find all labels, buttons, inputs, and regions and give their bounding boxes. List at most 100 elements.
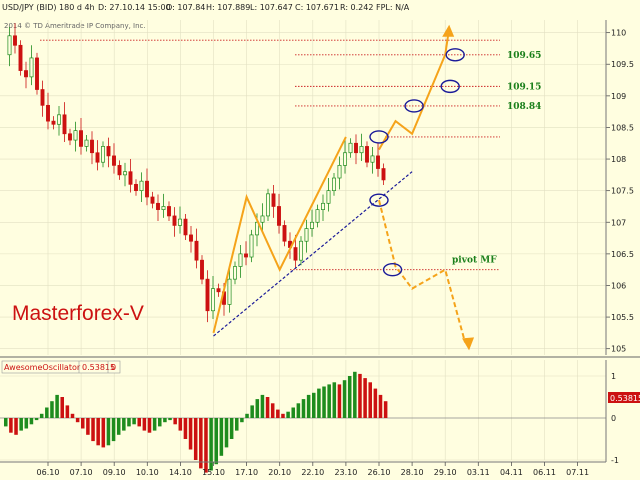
- osc-bar-33: [173, 418, 177, 425]
- price-tick-label-5: 107.5: [611, 187, 634, 196]
- header-high: H: 107.889: [206, 3, 250, 12]
- osc-bar-67: [347, 376, 352, 418]
- time-tick-label-15: 06.11: [533, 468, 556, 477]
- level-label-0: 109.65: [507, 51, 541, 61]
- level-label-1: 109.15: [507, 82, 541, 92]
- candle-body-59: [326, 190, 331, 204]
- candle-body-2: [13, 35, 17, 46]
- osc-bar-31: [163, 418, 167, 423]
- osc-bars: [4, 371, 388, 473]
- osc-bar-41: [214, 418, 218, 465]
- candle-body-26: [145, 180, 149, 198]
- time-tick-label-8: 22.10: [301, 468, 324, 477]
- osc-bar-68: [353, 371, 357, 418]
- forecast-up-arrowhead: [442, 24, 455, 37]
- osc-value-badge: [608, 392, 640, 403]
- patterns: [212, 24, 475, 351]
- time-tick-label-9: 23.10: [334, 468, 357, 477]
- osc-bar-63: [327, 384, 331, 418]
- time-tick-label-12: 29.10: [434, 468, 457, 477]
- candle-body-11: [62, 114, 67, 135]
- candle-body-38: [211, 288, 215, 312]
- osc-bar-35: [183, 418, 188, 439]
- osc-bar-45: [235, 418, 239, 431]
- osc-bar-65: [337, 384, 342, 418]
- candle-body-56: [310, 221, 314, 229]
- time-tick-label-1: 07.10: [70, 468, 93, 477]
- osc-bar-30: [158, 418, 162, 427]
- osc-bar-15: [81, 418, 85, 429]
- osc-bar-10: [55, 394, 59, 418]
- osc-bar-47: [245, 413, 249, 418]
- candle-body-67: [370, 155, 375, 163]
- osc-grid: [0, 360, 606, 461]
- osc-label-box: [1, 360, 121, 374]
- osc-bar-54: [281, 413, 285, 418]
- candle-body-37: [205, 278, 210, 312]
- osc-bar-24: [127, 418, 131, 427]
- osc-bar-60: [312, 392, 316, 418]
- candle-body-15: [84, 139, 89, 147]
- candle-body-41: [227, 278, 232, 305]
- osc-bar-52: [270, 403, 275, 418]
- candle-body-3: [18, 44, 23, 71]
- osc-bar-2: [14, 418, 18, 435]
- header-symbol: USD/JPY (BID) 180 d 4h: [2, 3, 95, 12]
- osc-bar-69: [358, 373, 362, 418]
- candle-body-25: [139, 180, 144, 192]
- osc-bar-4: [24, 418, 29, 429]
- osc-title: AwesomeOscillator: [4, 363, 81, 372]
- candle-body-20: [112, 155, 116, 166]
- header-fpl: FPL: N/A: [376, 3, 410, 12]
- osc-bar-19: [101, 418, 106, 448]
- osc-bar-9: [50, 401, 54, 418]
- candles: [7, 23, 386, 323]
- time-tick-label-3: 10.10: [136, 468, 159, 477]
- candle-body-53: [293, 247, 298, 261]
- time-tick-label-7: 20.10: [268, 468, 291, 477]
- osc-tick-label-1: 0: [611, 414, 616, 423]
- price-tick-label-7: 108.5: [611, 123, 634, 132]
- osc-bar-20: [106, 418, 111, 446]
- osc-bar-51: [265, 397, 270, 418]
- osc-bar-22: [116, 418, 121, 435]
- trendline: [213, 171, 413, 337]
- osc-bar-26: [137, 418, 141, 427]
- osc-value: 0.53815: [82, 363, 115, 372]
- osc-bar-39: [204, 418, 208, 473]
- osc-bar-70: [363, 378, 367, 418]
- candle-body-9: [51, 120, 56, 125]
- price-tick-label-10: 110: [611, 29, 626, 38]
- candle-body-30: [167, 206, 171, 217]
- candle-body-51: [282, 225, 287, 242]
- forecast-down-arrowhead: [462, 337, 475, 351]
- wave-pattern: [212, 136, 347, 334]
- candle-body-61: [337, 165, 342, 179]
- osc-bar-62: [322, 386, 326, 418]
- osc-bar-18: [96, 418, 100, 446]
- time-tick-label-11: 28.10: [401, 468, 424, 477]
- candle-body-62: [343, 152, 347, 166]
- osc-tick-label-0: 1: [611, 372, 616, 381]
- osc-bar-25: [132, 418, 136, 425]
- oscillator-panel: 1 0 -1 AwesomeOscillator 0.53815 0 0.53815: [0, 360, 640, 473]
- markers: [369, 48, 465, 277]
- candle-body-39: [216, 288, 221, 293]
- candle-body-14: [79, 130, 83, 147]
- osc-bar-8: [45, 407, 49, 418]
- osc-bar-27: [142, 418, 147, 431]
- candle-body-64: [354, 142, 358, 154]
- price-tick-label-8: 109: [611, 92, 626, 101]
- price-tick-label-1: 105.5: [611, 313, 634, 322]
- candle-body-4: [24, 70, 28, 78]
- time-tick-label-5: 15.10: [202, 468, 225, 477]
- osc-bar-7: [39, 413, 44, 418]
- osc-bar-14: [75, 418, 80, 423]
- candle-body-54: [299, 240, 303, 261]
- candle-body-19: [106, 146, 111, 157]
- candle-body-55: [304, 228, 309, 242]
- candle-body-24: [134, 183, 138, 192]
- target-marker-4: [369, 193, 389, 207]
